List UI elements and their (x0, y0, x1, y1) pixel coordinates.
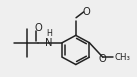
Text: O: O (99, 54, 107, 64)
Text: O: O (83, 7, 91, 17)
Text: H: H (46, 29, 52, 38)
Text: N: N (45, 38, 52, 48)
Text: O: O (34, 23, 42, 33)
Text: CH₃: CH₃ (115, 53, 131, 62)
